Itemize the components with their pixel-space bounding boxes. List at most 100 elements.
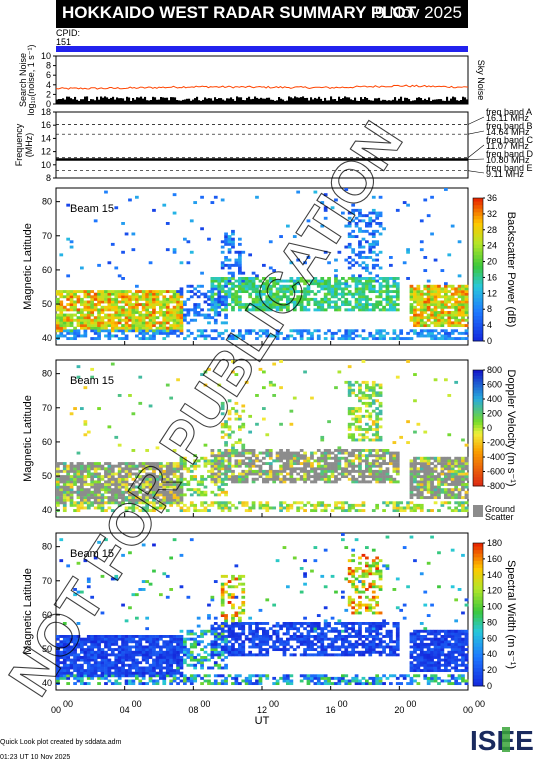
echo-cell	[454, 483, 459, 486]
echo-cell	[327, 449, 331, 452]
noise-bar	[284, 101, 287, 104]
echo-cell	[334, 284, 338, 288]
echo-cell	[124, 297, 129, 301]
echo-cell	[162, 679, 167, 683]
echo-cell	[104, 650, 108, 654]
echo-cell	[413, 292, 417, 296]
echo-cell	[165, 656, 170, 659]
echo-cell	[121, 250, 125, 254]
echo-cell	[286, 279, 290, 283]
colorbar-swatch	[473, 372, 483, 377]
echo-cell	[176, 648, 180, 652]
echo-cell	[220, 297, 225, 301]
echo-cell	[90, 300, 95, 304]
echo-cell	[289, 284, 294, 288]
echo-cell	[213, 303, 218, 307]
echo-cell	[217, 635, 222, 638]
echo-cell	[104, 326, 108, 330]
echo-cell	[220, 582, 225, 586]
echo-cell	[200, 629, 204, 633]
echo-cell	[265, 297, 270, 301]
echo-cell	[433, 290, 438, 294]
echo-cell	[73, 464, 77, 468]
echo-cell	[395, 454, 400, 458]
echo-cell	[351, 329, 356, 333]
echo-cell	[62, 321, 67, 325]
echo-cell	[389, 277, 393, 280]
echo-cell	[86, 488, 91, 492]
echo-cell	[286, 303, 290, 307]
echo-cell	[292, 235, 297, 239]
echo-cell	[371, 250, 376, 254]
echo-cell	[124, 669, 129, 673]
echo-cell	[179, 324, 184, 328]
echo-cell	[351, 292, 356, 296]
echo-cell	[444, 305, 448, 309]
echo-cell	[268, 308, 273, 312]
echo-cell	[135, 334, 139, 338]
echo-cell	[100, 650, 105, 654]
echo-cell	[231, 245, 235, 249]
noise-bar	[280, 98, 283, 104]
echo-cell	[165, 313, 170, 317]
echo-cell	[371, 383, 376, 387]
echo-cell	[169, 635, 174, 638]
echo-cell	[128, 394, 132, 397]
echo-cell	[382, 501, 386, 505]
echo-cell	[73, 469, 77, 473]
echo-cell	[128, 674, 132, 678]
echo-cell	[152, 674, 156, 678]
echo-cell	[371, 245, 376, 249]
colorbar-tick-label: 4	[487, 320, 492, 330]
echo-cell	[286, 287, 290, 291]
echo-cell	[86, 326, 91, 330]
echo-cell	[289, 456, 294, 460]
echo-cell	[107, 642, 112, 646]
echo-cell	[93, 318, 98, 322]
echo-cell	[76, 635, 81, 638]
echo-cell	[461, 485, 465, 489]
echo-cell	[251, 469, 256, 473]
colorbar-swatch	[473, 290, 483, 295]
echo-cell	[262, 305, 266, 309]
echo-cell	[66, 483, 71, 486]
cpid-bar	[56, 46, 468, 52]
echo-cell	[282, 462, 287, 466]
echo-cell	[234, 624, 239, 628]
colorbar-swatch	[473, 399, 483, 403]
echo-cell	[100, 295, 105, 299]
echo-cell	[100, 290, 105, 294]
echo-cell	[272, 277, 277, 280]
echo-cell	[279, 506, 283, 510]
noise-bar	[384, 99, 387, 104]
lat-tick-label: 50	[42, 299, 52, 309]
echo-cell	[162, 635, 167, 638]
echo-cell	[323, 287, 328, 291]
echo-cell	[176, 313, 180, 317]
echo-cell	[141, 648, 146, 652]
echo-cell	[234, 337, 239, 341]
echo-cell	[347, 383, 352, 387]
echo-cell	[464, 485, 469, 489]
echo-cell	[430, 313, 434, 317]
echo-cell	[378, 472, 383, 476]
echo-cell	[80, 645, 84, 649]
noise-bar	[400, 96, 403, 104]
echo-cell	[361, 469, 366, 473]
echo-cell	[351, 438, 356, 442]
echo-cell	[306, 462, 311, 466]
echo-cell	[306, 287, 311, 291]
echo-cell	[210, 454, 215, 458]
echo-cell	[344, 449, 349, 452]
echo-cell	[56, 676, 60, 680]
colorbar-swatch	[473, 269, 483, 274]
echo-cell	[193, 642, 198, 646]
echo-cell	[323, 300, 328, 304]
echo-cell	[148, 290, 153, 294]
echo-cell	[392, 454, 397, 458]
echo-cell	[131, 483, 136, 486]
echo-cell	[450, 469, 455, 473]
echo-cell	[224, 321, 228, 325]
echo-cell	[224, 467, 228, 471]
echo-cell	[358, 417, 362, 421]
